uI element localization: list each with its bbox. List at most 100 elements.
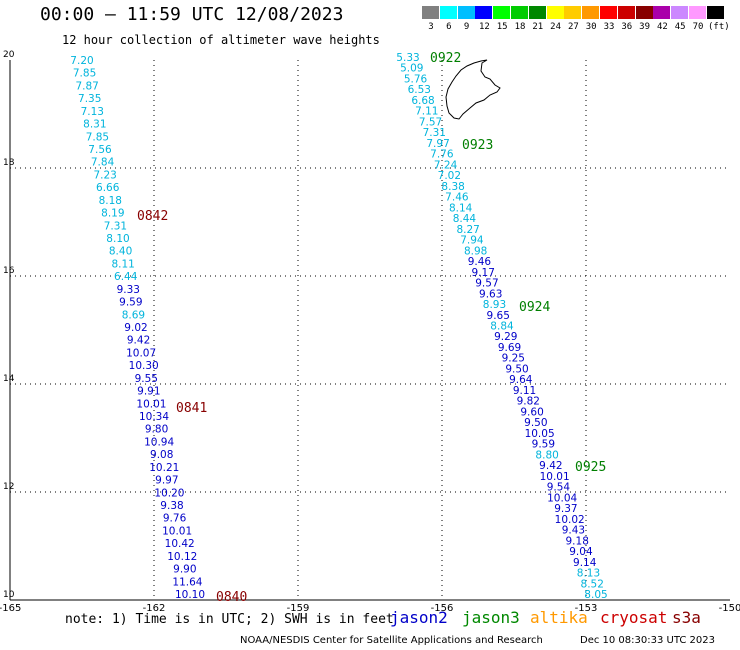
swh-value-label: 8.44 (453, 213, 477, 225)
agency-credit: NOAA/NESDIS Center for Satellite Applica… (240, 635, 543, 646)
color-swatch (457, 6, 475, 19)
island-coastline (445, 59, 501, 120)
swh-value-label: 7.97 (426, 138, 449, 150)
swh-value-label: 7.94 (460, 235, 484, 247)
color-swatch-label: 6 (446, 22, 452, 32)
swh-value-label: 7.76 (430, 149, 454, 161)
color-swatch (600, 6, 617, 19)
swh-value-label: 9.57 (475, 278, 498, 290)
swh-value-label: 9.54 (547, 482, 571, 494)
longitude-tick-label: -162 (143, 603, 166, 614)
swh-value-label: 10.01 (540, 471, 570, 483)
swh-value-label: 9.43 (562, 525, 585, 537)
swh-value-label: 9.97 (155, 475, 178, 487)
satellite-legend-altika: altika (530, 608, 588, 627)
swh-value-label: 10.34 (139, 411, 169, 423)
pass-time-label: 0841 (176, 401, 207, 416)
swh-value-label: 8.10 (106, 233, 129, 245)
swh-value-label: 9.50 (524, 417, 547, 429)
swh-value-label: 9.65 (487, 310, 510, 322)
pass-time-label: 0925 (575, 460, 606, 475)
latitude-tick-label: 16 (3, 266, 15, 276)
swh-value-label: 6.53 (408, 84, 431, 96)
swh-value-label: 7.20 (70, 55, 93, 67)
longitude-tick-label: -165 (0, 603, 21, 614)
swh-value-label: 10.21 (149, 462, 179, 474)
swh-value-label: 8.93 (483, 299, 506, 311)
swh-value-label: 9.11 (513, 385, 536, 397)
generation-timestamp: Dec 10 08:30:33 UTC 2023 (580, 635, 715, 646)
color-swatch-label: 42 (656, 22, 668, 32)
latitude-tick-label: 18 (3, 158, 15, 168)
swh-value-label: 5.09 (400, 63, 423, 75)
swh-value-label: 8.80 (535, 449, 558, 461)
swh-value-label: 11.64 (172, 576, 202, 588)
satellite-legend-jason3: jason3 (462, 608, 520, 627)
satellite-legend-jason2: jason2 (390, 608, 448, 627)
color-swatch (564, 6, 582, 19)
swh-value-label: 6.68 (411, 95, 434, 107)
swh-value-label: 9.50 (505, 363, 528, 375)
swh-value-label: 9.60 (520, 406, 543, 418)
longitude-tick-label: -159 (287, 603, 310, 614)
swh-value-label: 9.63 (479, 288, 502, 300)
color-swatch-label: 21 (532, 22, 544, 32)
color-swatch (439, 6, 457, 19)
swh-value-label: 7.84 (91, 157, 115, 169)
latitude-tick-label: 10 (3, 590, 15, 600)
swh-value-label: 10.12 (167, 551, 197, 563)
color-swatch (671, 6, 689, 19)
swh-value-label: 9.69 (498, 342, 521, 354)
swh-value-label: 8.98 (464, 245, 487, 257)
swh-value-label: 8.05 (584, 589, 607, 601)
swh-value-label: 9.59 (532, 439, 555, 451)
swh-value-label: 9.91 (137, 386, 160, 398)
swh-value-label: 6.66 (96, 182, 120, 194)
swh-value-label: 7.31 (423, 127, 446, 139)
color-swatch-label: 24 (550, 22, 562, 32)
page-title: 00:00 – 11:59 UTC 12/08/2023 (40, 4, 344, 25)
swh-value-label: 9.42 (127, 335, 150, 347)
swh-value-label: 5.76 (404, 73, 428, 85)
color-swatch (528, 6, 546, 19)
swh-value-label: 9.14 (573, 557, 597, 569)
swh-value-label: 9.76 (163, 513, 187, 525)
color-swatch (582, 6, 600, 19)
swh-value-label: 9.59 (119, 297, 142, 309)
color-swatch (511, 6, 528, 19)
swh-value-label: 10.30 (129, 360, 159, 372)
swh-value-label: 8.11 (111, 258, 134, 270)
swh-value-label: 7.87 (75, 80, 98, 92)
swh-value-label: 7.56 (88, 144, 112, 156)
color-swatch-label: 30 (585, 22, 597, 32)
swh-value-label: 8.38 (441, 181, 464, 193)
swh-value-label: 7.31 (104, 220, 127, 232)
color-scale-unit: (ft) (708, 22, 730, 32)
footnote: note: 1) Time is in UTC; 2) SWH is in fe… (65, 612, 394, 627)
latitude-tick-label: 14 (3, 374, 15, 384)
swh-value-label: 9.82 (517, 396, 540, 408)
color-swatch (635, 6, 653, 19)
swh-value-label: 10.94 (144, 436, 174, 448)
color-swatch (475, 6, 493, 19)
swh-value-label: 5.33 (396, 52, 419, 64)
swh-value-label: 9.46 (468, 256, 492, 268)
swh-value-label: 9.02 (124, 322, 147, 334)
swh-value-label: 7.57 (419, 116, 442, 128)
swh-value-label: 7.11 (415, 106, 438, 118)
latitude-tick-label: 20 (3, 50, 15, 60)
swh-value-label: 8.52 (581, 578, 604, 590)
color-swatch (422, 6, 439, 19)
longitude-tick-label: -153 (575, 603, 598, 614)
color-swatch-label: 18 (514, 22, 526, 32)
pass-time-label: 0840 (216, 590, 247, 605)
swh-value-label: 8.40 (109, 246, 132, 258)
swh-value-label: 9.08 (150, 449, 173, 461)
swh-value-label: 8.69 (122, 309, 145, 321)
swh-value-label: 7.13 (81, 106, 104, 118)
color-swatch (493, 6, 511, 19)
swh-value-label: 10.42 (165, 538, 195, 550)
swh-value-label: 8.14 (449, 202, 473, 214)
swh-value-label: 9.80 (145, 424, 168, 436)
